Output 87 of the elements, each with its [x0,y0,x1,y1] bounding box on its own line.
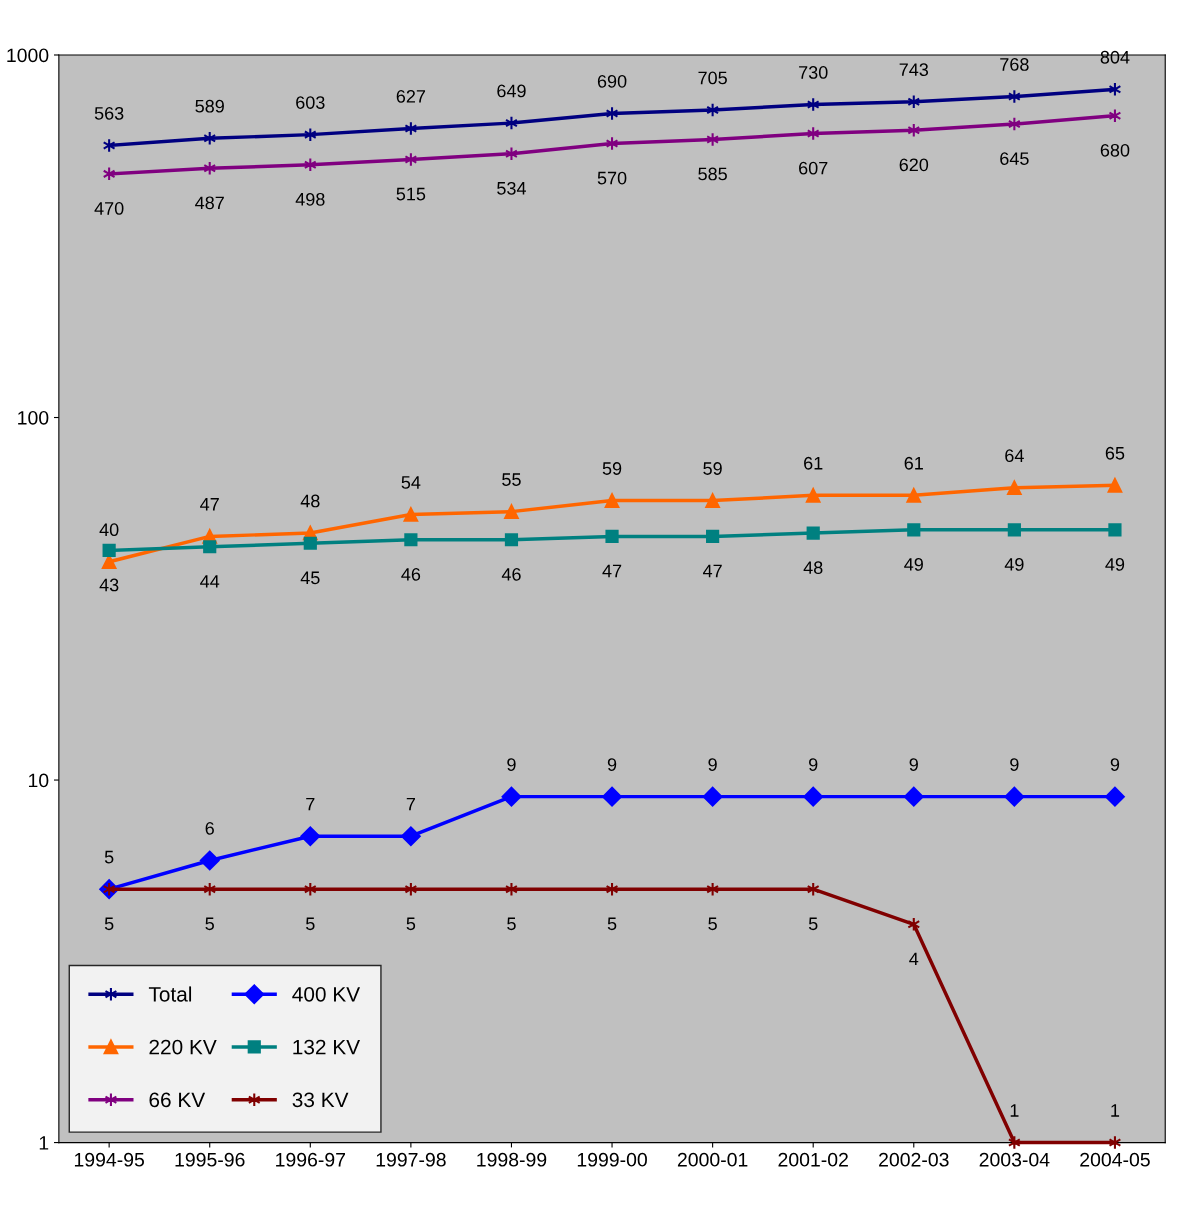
data-label: 9 [1110,758,1120,771]
data-label: 9 [809,758,818,771]
data-label: 705 [698,71,727,85]
x-tick-label: 2002-03 [879,1152,949,1167]
data-label: 64 [1005,449,1024,463]
data-label: 534 [497,181,526,195]
data-label: 804 [1100,50,1130,64]
legend-label: 33 KV [292,1092,349,1108]
y-tick-label: 1000 [7,48,49,63]
data-label: 730 [799,66,828,79]
data-label: 9 [1010,758,1019,771]
legend-label: Total [148,986,192,1002]
data-label: 5 [507,917,516,931]
data-label: 47 [602,564,622,578]
data-label: 61 [804,456,823,470]
legend-label: 220 KV [149,1039,217,1055]
data-label: 9 [708,758,717,771]
data-label: 46 [401,567,421,581]
data-label: 59 [703,462,722,475]
data-label: 1 [1111,1104,1120,1117]
data-label: 47 [702,564,722,578]
data-label: 5 [808,917,818,931]
data-label: 589 [195,99,224,113]
data-label: 47 [200,498,219,511]
data-label: 54 [401,476,421,489]
data-label: 45 [300,571,320,585]
x-tick-label: 2003-04 [979,1152,1050,1167]
legend-label: 66 KV [149,1092,206,1108]
x-tick-label: 2000-01 [677,1152,748,1167]
data-label: 7 [406,797,415,811]
data-label: 470 [94,202,124,215]
data-label: 649 [497,84,526,98]
data-label: 59 [602,462,622,475]
x-tick-label: 1994-95 [74,1152,145,1167]
legend-label: 132 KV [293,1039,361,1055]
data-label: 1 [1010,1104,1019,1117]
data-label: 4 [909,952,919,966]
data-label: 61 [904,456,923,470]
data-label: 603 [296,96,325,109]
data-label: 645 [1000,152,1029,165]
data-label: 6 [205,821,214,835]
data-label: 585 [698,167,727,181]
data-label: 49 [1004,558,1024,571]
data-label: 9 [909,758,918,771]
data-label: 9 [607,758,617,771]
x-tick-label: 2004-05 [1080,1152,1150,1167]
data-label: 690 [597,74,627,88]
x-tick-label: 1995-96 [175,1152,245,1167]
x-tick-label: 1997-98 [376,1152,446,1167]
data-label: 49 [904,558,923,571]
data-label: 570 [597,171,627,185]
data-label: 9 [507,758,516,771]
y-tick-label: 1 [39,1136,49,1150]
data-label: 680 [1100,143,1130,157]
data-label: 5 [104,850,114,864]
data-label: 48 [300,494,320,508]
data-label: 487 [195,196,224,210]
data-label: 5 [708,917,717,931]
data-label: 743 [899,63,929,77]
legend-label: 400 KV [292,986,361,1002]
x-tick-label: 1996-97 [276,1152,346,1167]
x-tick-label: 2001-02 [778,1152,848,1167]
data-label: 5 [306,917,315,931]
data-label: 65 [1105,446,1125,460]
data-label: 620 [899,158,929,172]
data-label: 768 [1000,58,1029,71]
x-tick-label: 1998-99 [477,1152,547,1167]
y-tick-label: 10 [28,773,49,788]
data-label: 7 [306,797,315,811]
data-label: 498 [295,192,325,206]
data-label: 515 [396,187,426,201]
data-label: 5 [406,917,416,931]
data-label: 49 [1105,558,1125,571]
data-label: 5 [104,917,114,931]
data-label: 46 [501,567,521,581]
data-label: 5 [607,917,617,931]
x-tick-label: 1999-00 [577,1152,647,1167]
data-label: 563 [94,106,124,120]
data-label: 43 [99,578,119,592]
y-tick-label: 100 [18,410,49,425]
data-label: 627 [396,89,426,103]
data-label: 5 [205,917,214,931]
data-label: 607 [799,161,828,175]
data-label: 48 [803,561,823,575]
data-label: 55 [502,473,521,486]
data-label: 40 [99,523,119,537]
data-label: 44 [200,575,220,588]
